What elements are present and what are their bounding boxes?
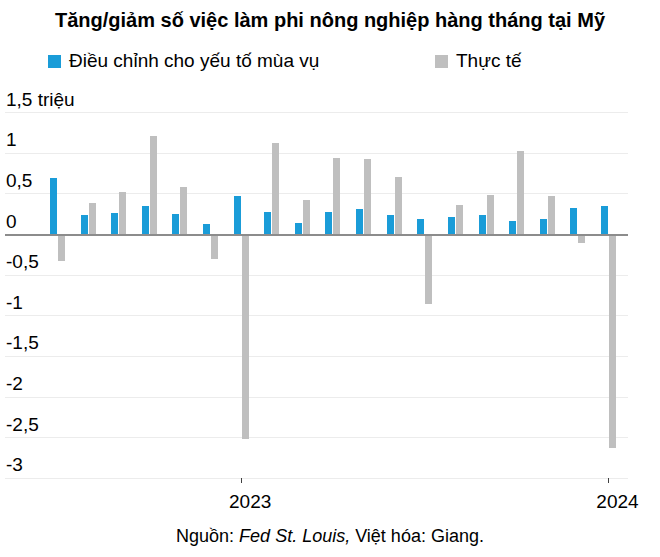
gridline — [5, 478, 628, 479]
bar-actual — [578, 235, 585, 243]
bar-seasonal — [264, 212, 271, 235]
bar-actual — [58, 235, 65, 262]
bar-actual — [364, 159, 371, 235]
y-axis-label: -1 — [6, 293, 23, 313]
y-axis-label: 1 — [6, 130, 17, 150]
bar-actual — [150, 136, 157, 234]
gridline — [5, 193, 628, 194]
chart-figure: Tăng/giảm số việc làm phi nông nghiệp hà… — [0, 0, 660, 557]
y-axis-label: -2 — [6, 374, 23, 394]
bar-seasonal — [540, 219, 547, 234]
gridline — [5, 275, 628, 276]
bar-actual — [119, 192, 126, 234]
bar-seasonal — [81, 215, 88, 235]
gridline — [5, 356, 628, 357]
legend-item-actual: Thực tế — [435, 51, 522, 71]
bar-seasonal — [111, 213, 118, 234]
bar-actual — [272, 143, 279, 235]
gridline — [5, 437, 628, 438]
source-suffix: Việt hóa: Giang. — [350, 526, 484, 546]
legend-label-seasonal: Điều chỉnh cho yếu tố mùa vụ — [69, 50, 319, 72]
bar-actual — [89, 203, 96, 235]
y-axis-label: 1,5 triệu — [6, 90, 75, 110]
bar-seasonal — [387, 215, 394, 235]
bar-seasonal — [417, 219, 424, 234]
source-caption: Nguồn: Fed St. Louis, Việt hóa: Giang. — [0, 525, 660, 547]
bar-seasonal — [570, 208, 577, 235]
source-prefix: Nguồn: — [176, 526, 239, 546]
bar-seasonal — [50, 178, 57, 234]
x-axis-label: 2023 — [190, 491, 310, 512]
y-axis-label: 0,5 — [6, 171, 32, 191]
bar-actual — [395, 177, 402, 235]
legend-swatch-seasonal-icon — [48, 55, 61, 68]
bar-seasonal — [142, 206, 149, 234]
bar-actual — [242, 235, 249, 440]
bar-actual — [456, 205, 463, 234]
bar-seasonal — [448, 217, 455, 234]
bar-actual — [333, 158, 340, 234]
bar-seasonal — [356, 209, 363, 234]
gridline — [5, 112, 628, 113]
bar-seasonal — [601, 206, 608, 234]
y-axis-label: -2,5 — [6, 415, 39, 435]
x-axis-label: 2024 — [557, 491, 660, 512]
x-axis-tick — [241, 478, 242, 483]
gridline — [5, 315, 628, 316]
legend-label-actual: Thực tế — [456, 50, 522, 72]
x-axis-tick — [608, 478, 609, 483]
gridline — [5, 397, 628, 398]
bar-actual — [487, 195, 494, 235]
bar-actual — [180, 187, 187, 234]
y-axis-label: 0 — [6, 212, 17, 232]
legend-item-seasonal: Điều chỉnh cho yếu tố mùa vụ — [48, 51, 319, 71]
bar-actual — [211, 235, 218, 259]
bar-seasonal — [325, 212, 332, 235]
x-axis-zero-line — [5, 234, 628, 236]
bar-actual — [548, 196, 555, 234]
legend-swatch-actual-icon — [435, 55, 448, 68]
bar-actual — [517, 151, 524, 235]
source-italic: Fed St. Louis, — [239, 526, 350, 546]
y-axis-label: -0,5 — [6, 252, 39, 272]
gridline — [5, 153, 628, 154]
bar-seasonal — [234, 196, 241, 234]
bar-actual — [303, 200, 310, 234]
bar-seasonal — [479, 215, 486, 235]
chart-title: Tăng/giảm số việc làm phi nông nghiệp hà… — [0, 9, 660, 32]
y-axis-label: -1,5 — [6, 333, 39, 353]
bar-actual — [425, 235, 432, 305]
y-axis-label: -3 — [6, 455, 23, 475]
bar-seasonal — [172, 214, 179, 234]
bar-actual — [609, 235, 616, 448]
